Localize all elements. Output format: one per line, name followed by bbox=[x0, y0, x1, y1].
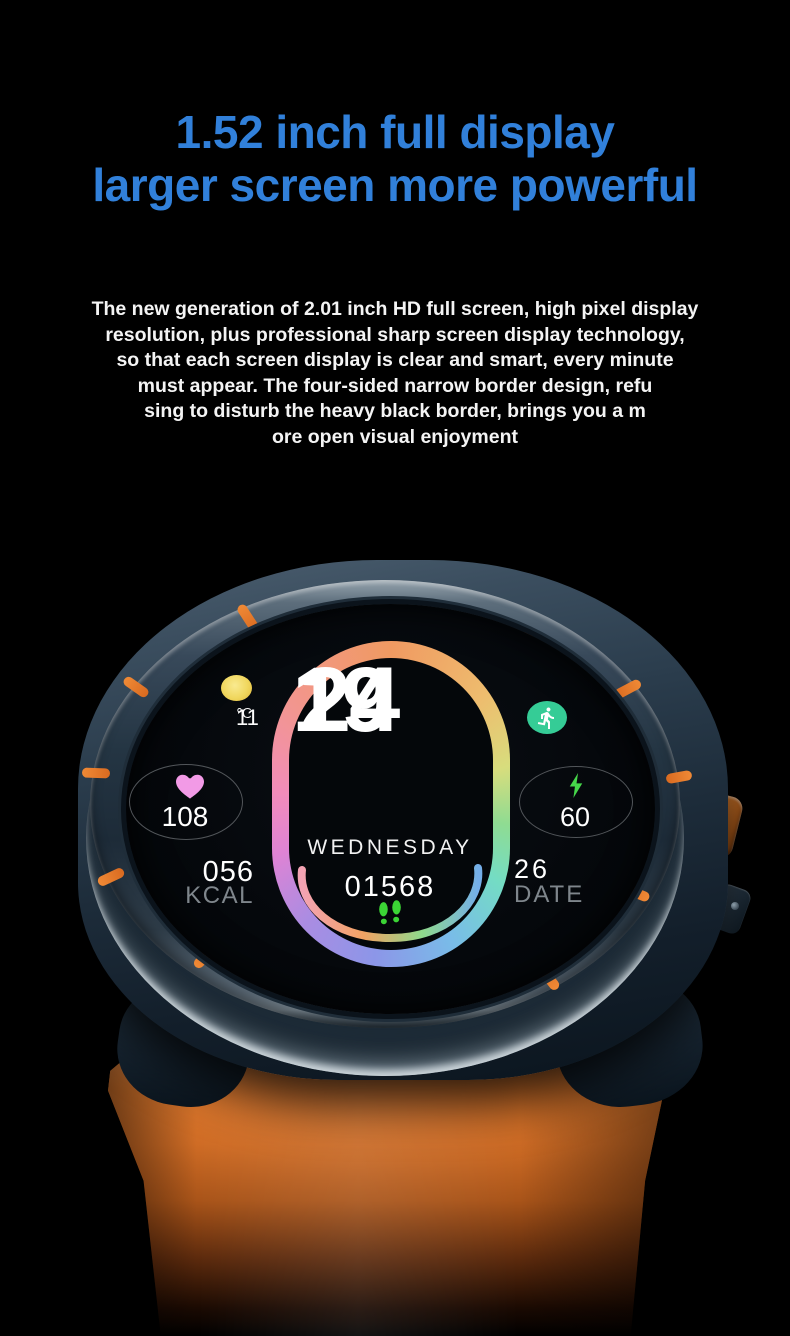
runner-icon bbox=[527, 701, 567, 734]
time-hours: 19 bbox=[292, 649, 392, 751]
steps-value: 01568 bbox=[344, 871, 436, 903]
date-label: DATE bbox=[514, 881, 585, 908]
heart-rate-ring bbox=[129, 764, 243, 840]
date-value: 26 bbox=[514, 854, 551, 884]
gradient-ring bbox=[272, 641, 510, 967]
calories-value: 056 bbox=[202, 856, 254, 888]
lightning-icon bbox=[569, 773, 583, 798]
sun-icon bbox=[221, 675, 252, 701]
watch-screw-detail bbox=[731, 902, 739, 910]
footprints-icon bbox=[379, 900, 401, 925]
heart-rate-value: 108 bbox=[161, 801, 209, 832]
weekday-label: WEDNESDAY bbox=[307, 836, 473, 859]
heart-icon bbox=[176, 774, 204, 799]
calories-label: KCAL bbox=[185, 882, 254, 909]
steps-progress-arc bbox=[297, 864, 483, 943]
temperature-value: 11 bbox=[236, 705, 259, 730]
battery-ring bbox=[519, 766, 633, 838]
headline-line-1: 1.52 inch full display bbox=[175, 106, 615, 158]
gradient-ring-inner bbox=[289, 658, 493, 950]
page-title: 1.52 inch full display larger screen mor… bbox=[0, 106, 790, 212]
headline-line-2: larger screen more powerful bbox=[92, 159, 698, 211]
product-description: The new generation of 2.01 inch HD full … bbox=[91, 298, 699, 448]
temperature-unit: ℃ bbox=[236, 705, 252, 721]
battery-value: 60 bbox=[559, 802, 591, 832]
time-minutes: 24 bbox=[300, 649, 400, 751]
